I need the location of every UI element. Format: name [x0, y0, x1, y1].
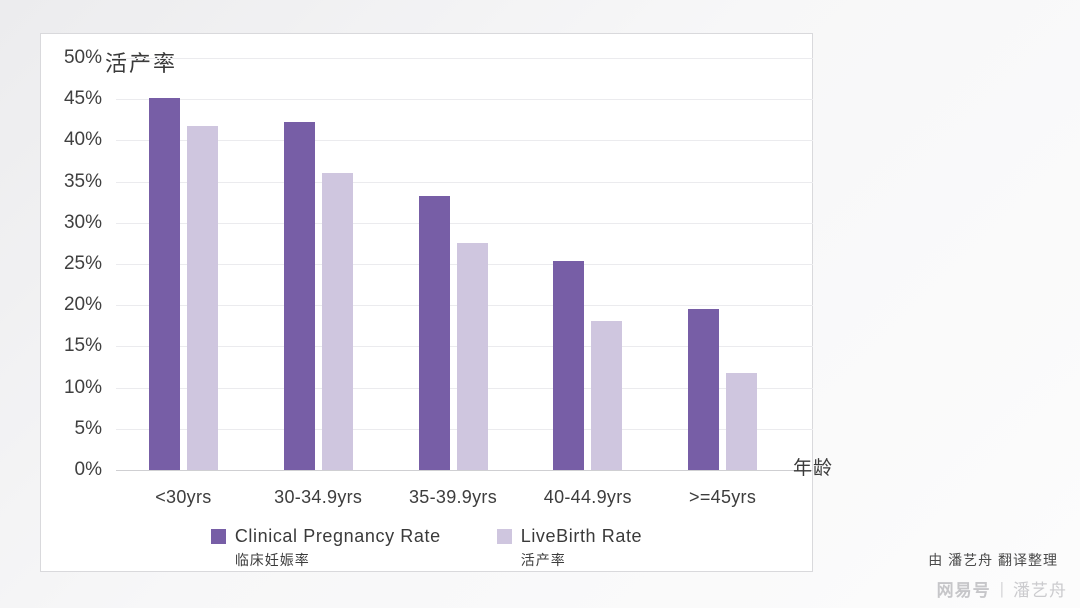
gridline-50 — [116, 58, 813, 59]
bar-livebirth-rate-35-39.9yrs — [456, 243, 488, 470]
gridline-0 — [116, 470, 813, 471]
gridline-40 — [116, 140, 813, 142]
legend-series-name: LiveBirth Rate — [520, 526, 643, 546]
y-tick-label-45: 45% — [63, 88, 102, 110]
gridline-45 — [116, 99, 813, 101]
watermark-brand-logo: 网易号 — [936, 581, 991, 600]
plot-area: 0% 5% 10% 15% 20% 25% 30% 35% 40% 45% 50% — [64, 48, 813, 480]
watermark-divider: | — [999, 578, 1004, 598]
y-tick-label-5: 5% — [74, 417, 102, 439]
bar-group->=45yrs — [688, 308, 758, 470]
gridline-35 — [116, 181, 813, 183]
bar-clinical-pregnancy-rate-35-39.9yrs — [418, 195, 450, 470]
bar-group-30-34.9yrs — [283, 122, 353, 470]
bar-livebirth-rate-<30yrs — [186, 125, 218, 470]
y-axis-title: 活产率 — [105, 51, 178, 76]
bar-clinical-pregnancy-rate-30-34.9yrs — [283, 122, 315, 470]
x-tick-label-30-34.9yrs: 30-34.9yrs — [274, 487, 363, 507]
bar-clinical-pregnancy-rate->=45yrs — [688, 308, 720, 470]
legend-series-name-zh: 活产率 — [520, 552, 566, 568]
bar-group-40-44.9yrs — [553, 260, 623, 470]
legend-marker-icon — [210, 529, 226, 544]
legend-series-name: Clinical Pregnancy Rate — [234, 526, 441, 546]
bar-livebirth-rate->=45yrs — [726, 372, 758, 470]
y-tick-label-35: 35% — [63, 170, 102, 192]
bar-clinical-pregnancy-rate-40-44.9yrs — [553, 260, 585, 470]
legend-series-name-zh: 临床妊娠率 — [234, 552, 310, 568]
y-tick-label-15: 15% — [63, 335, 102, 357]
x-axis-title: 年龄 — [793, 458, 834, 479]
x-tick-label-<30yrs: <30yrs — [155, 487, 212, 507]
y-tick-label-20: 20% — [63, 294, 102, 316]
watermark: 网易号 | 潘艺舟 — [937, 576, 1067, 601]
y-tick-label-50: 50% — [63, 47, 102, 68]
y-tick-label-10: 10% — [63, 376, 102, 398]
y-tick-label-0: 0% — [74, 459, 102, 480]
gridline-30 — [116, 222, 813, 224]
x-tick-labels: <30yrs 30-34.9yrs 35-39.9yrs 40-44.9yrs >=45… — [116, 487, 813, 511]
y-tick-label-25: 25% — [63, 253, 102, 274]
legend-item-livebirth-rate: LiveBirth Rate 活产率 — [496, 526, 643, 570]
bar-group-<30yrs — [148, 98, 218, 470]
legend: Clinical Pregnancy Rate 临床妊娠率 LiveBirth Ra… — [41, 526, 812, 570]
x-tick-label-35-39.9yrs: 35-39.9yrs — [408, 487, 498, 507]
bar-livebirth-rate-40-44.9yrs — [591, 320, 623, 470]
watermark-author: 潘艺舟 — [1013, 581, 1067, 600]
bar-clinical-pregnancy-rate-<30yrs — [148, 98, 180, 470]
translator-credit: 由 潘艺舟 翻译整理 — [928, 552, 1058, 568]
y-tick-label-30: 30% — [63, 211, 102, 233]
x-tick-label->=45yrs: >=45yrs — [689, 487, 757, 507]
chart-panel: 活产率 0% 5% 10% 15% 20% 25% 30% 35% 40% 45% 50% <30y… — [40, 33, 813, 572]
legend-marker-icon — [496, 529, 512, 544]
x-tick-label-40-44.9yrs: 40-44.9yrs — [543, 487, 632, 507]
bar-livebirth-rate-30-34.9yrs — [321, 172, 353, 470]
y-tick-label-40: 40% — [63, 129, 102, 151]
legend-item-clinical-pregnancy-rate: Clinical Pregnancy Rate 临床妊娠率 — [210, 526, 441, 570]
bar-group-35-39.9yrs — [418, 195, 488, 470]
